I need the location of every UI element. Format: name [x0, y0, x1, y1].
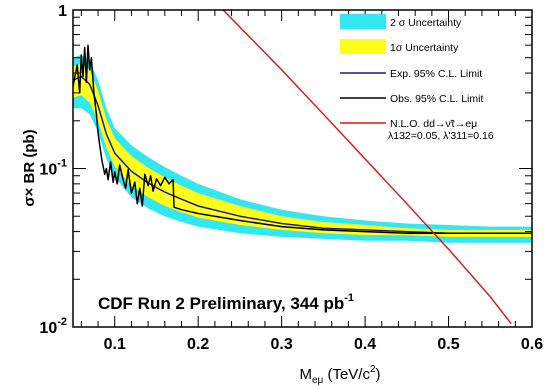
x-axis-label: Meμ (TeV/c2) [299, 364, 380, 386]
line-nlo [222, 10, 512, 325]
y-axis-label: σ× BR (pb) [21, 129, 38, 206]
x-tick-label: 0.6 [521, 336, 543, 353]
x-tick-label: 0.5 [437, 336, 459, 353]
axis-layer: 0.1 0.2 0.3 0.4 0.5 0.6 1 10-1 10-2 [39, 3, 543, 353]
legend-swatch-band1 [340, 39, 386, 54]
legend-label-band2: 2 σ Uncertainty [390, 17, 462, 29]
legend-label-nlo: N.L.O. dd→ν̃τ→eμ [390, 118, 477, 130]
x-axis-label-sub: eμ [312, 375, 324, 386]
x-tick-label: 0.1 [104, 336, 126, 353]
band-band1 [73, 63, 532, 237]
y-tick-label: 1 [58, 3, 67, 20]
x-axis-label-unit-close: ) [376, 366, 381, 383]
x-axis-label-main: M [299, 366, 312, 383]
x-axis-label-unit: (TeV/c [323, 366, 370, 383]
chart-annotation: CDF Run 2 Preliminary, 344 pb-1 [98, 292, 354, 313]
legend-label-band1: 1σ Uncertainty [390, 42, 459, 54]
legend-label-exp: Exp. 95% C.L. Limit [390, 68, 482, 80]
x-tick-label: 0.4 [354, 336, 376, 353]
legend-label-obs: Obs. 95% C.L. Limit [390, 93, 483, 105]
line-obs [73, 44, 532, 235]
annotation-sup: -1 [344, 292, 354, 304]
legend-coupling: λ132=0.05, λ'311=0.16 [388, 130, 494, 142]
y-tick-label: 10-1 [39, 158, 67, 179]
legend: 2 σ Uncertainty 1σ Uncertainty Exp. 95% C.… [340, 14, 483, 130]
x-axis-label-unit-sup: 2 [370, 364, 376, 375]
data-layer [73, 10, 532, 325]
line-exp [73, 75, 532, 235]
legend-swatch-band2 [340, 14, 386, 29]
x-tick-label: 0.3 [271, 336, 293, 353]
y-tick-label: 10-2 [39, 316, 67, 337]
x-tick-label: 0.2 [187, 336, 209, 353]
annotation-main: CDF Run 2 Preliminary, 344 pb [98, 294, 344, 313]
